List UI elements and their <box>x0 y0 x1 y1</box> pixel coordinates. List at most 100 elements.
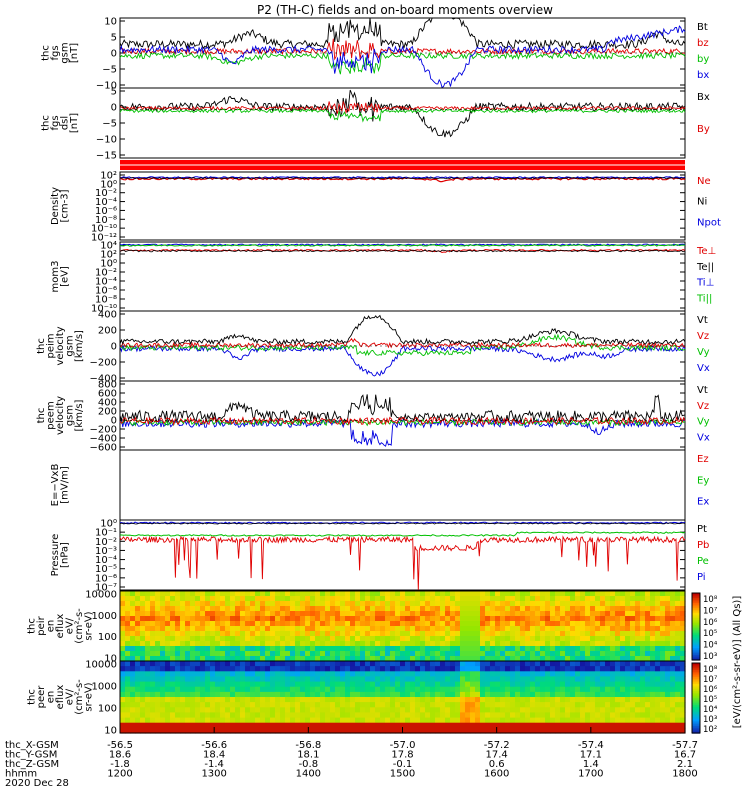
spectrogram-cell <box>325 631 331 637</box>
spectrogram-cell <box>585 641 591 647</box>
spectrogram-cell <box>250 661 256 667</box>
spectrogram-cell <box>510 651 516 657</box>
spectrogram-cell <box>155 707 161 713</box>
spectrogram-cell <box>660 596 666 602</box>
spectrogram-cell <box>660 671 666 677</box>
spectrogram-cell <box>415 712 421 719</box>
spectrogram-cell <box>670 641 676 647</box>
spectrogram-cell <box>230 646 236 652</box>
spectrogram-cell <box>560 671 566 677</box>
spectrogram-cell <box>205 727 211 734</box>
spectrogram-cell <box>390 691 396 698</box>
spectrogram-cell <box>590 591 596 597</box>
spectrogram-cell <box>155 611 161 617</box>
spectrogram-cell <box>660 646 666 652</box>
spectrogram-cell <box>340 691 346 698</box>
spectrogram-cell <box>415 697 421 703</box>
trace-pt <box>119 522 686 525</box>
spectrogram-cell <box>665 616 671 622</box>
spectrogram-cell <box>500 651 506 657</box>
spectrogram-cell <box>615 727 621 734</box>
spectrogram-cell <box>255 712 261 719</box>
spectrogram-cell <box>360 621 366 627</box>
spectrogram-cell <box>320 621 326 627</box>
spectrogram-cell <box>485 651 491 657</box>
spectrogram-cell <box>160 686 166 693</box>
spectrogram-cell <box>630 621 636 627</box>
spectrogram-cell <box>450 631 456 637</box>
spectrogram-cell <box>370 611 376 617</box>
spectrogram-cell <box>590 686 596 693</box>
spectrogram-cell <box>600 596 606 602</box>
spectrogram-cell <box>510 697 516 703</box>
spectrogram-cell <box>510 671 516 677</box>
ytick-label: 10⁻⁸ <box>95 215 117 226</box>
spectrogram-cell <box>515 626 521 632</box>
spectrogram-cell <box>405 646 411 652</box>
spectrogram-cell <box>560 626 566 632</box>
spectrogram-cell <box>175 651 181 657</box>
spectrogram-cell <box>680 646 686 652</box>
spectrogram-cell <box>315 691 321 698</box>
colorbar-cell <box>692 684 700 687</box>
spectrogram-cell <box>370 691 376 698</box>
spectrogram-cell <box>245 626 251 632</box>
spectrogram-cell <box>425 661 431 667</box>
spectrogram-cell <box>220 691 226 698</box>
spectrogram-cell <box>595 661 601 667</box>
trace-peim_velocity-0 <box>119 344 686 377</box>
spectrogram-cell <box>410 656 416 662</box>
spectrogram-cell <box>470 641 476 647</box>
spectrogram-cell <box>675 651 681 657</box>
spectrogram-cell <box>310 651 316 657</box>
spectrogram-cell <box>250 621 256 627</box>
spectrogram-cell <box>205 666 211 672</box>
spectrogram-cell <box>580 707 586 713</box>
spectrogram-cell <box>560 697 566 703</box>
spectrogram-cell <box>650 691 656 698</box>
spectrogram-cell <box>165 591 171 597</box>
spectrogram-cell <box>590 666 596 672</box>
spectrogram-cell <box>460 606 466 612</box>
spectrogram-cell <box>660 722 666 729</box>
spectrogram-cell <box>660 636 666 642</box>
spectrogram-cell <box>485 616 491 622</box>
spectrogram-cell <box>455 646 461 652</box>
spectrogram-cell <box>415 606 421 612</box>
spectrogram-cell <box>585 676 591 683</box>
spectrogram-cell <box>660 656 666 662</box>
spectrogram-cell <box>475 681 481 688</box>
spectrogram-cell <box>680 717 686 724</box>
spectrogram-cell <box>330 606 336 612</box>
spectrogram-cell <box>460 686 466 693</box>
spectrogram-cell <box>565 671 571 677</box>
spectrogram-cell <box>535 697 541 703</box>
spectrogram-cell <box>385 621 391 627</box>
spectrogram-cell <box>140 611 146 617</box>
spectrogram-cell <box>440 656 446 662</box>
spectrogram-cell <box>395 621 401 627</box>
spectrogram-cell <box>535 691 541 698</box>
spectrogram-cell <box>365 596 371 602</box>
spectrogram-cell <box>250 646 256 652</box>
spectrogram-cell <box>640 611 646 617</box>
spectrogram-cell <box>655 702 661 708</box>
spectrogram-cell <box>435 666 441 672</box>
spectrogram-cell <box>330 722 336 729</box>
ylabel-line: peim <box>45 333 56 358</box>
spectrogram-cell <box>420 661 426 667</box>
spectrogram-cell <box>370 656 376 662</box>
spectrogram-cell <box>540 641 546 647</box>
spectrogram-cell <box>430 697 436 703</box>
spectrogram-cell <box>580 621 586 627</box>
spectrogram-cell <box>410 616 416 622</box>
spectrogram-cell <box>500 636 506 642</box>
spectrogram-cell <box>395 681 401 688</box>
spectrogram-cell <box>470 727 476 734</box>
xaxis-value: 0.6 <box>489 759 505 770</box>
ylabel-line: eflux <box>55 614 66 639</box>
spectrogram-cell <box>540 717 546 724</box>
spectrogram-cell <box>500 606 506 612</box>
trace-fgs_gsm-3 <box>119 25 686 89</box>
spectrogram-cell <box>590 636 596 642</box>
